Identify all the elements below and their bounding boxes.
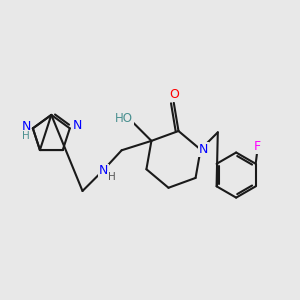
Text: N: N xyxy=(21,120,31,133)
Text: O: O xyxy=(169,88,179,101)
Text: N: N xyxy=(99,164,108,177)
Text: HO: HO xyxy=(115,112,133,124)
Text: N: N xyxy=(199,143,208,156)
Text: H: H xyxy=(108,172,116,182)
Text: H: H xyxy=(22,131,30,141)
Text: N: N xyxy=(73,119,82,132)
Text: F: F xyxy=(254,140,261,153)
